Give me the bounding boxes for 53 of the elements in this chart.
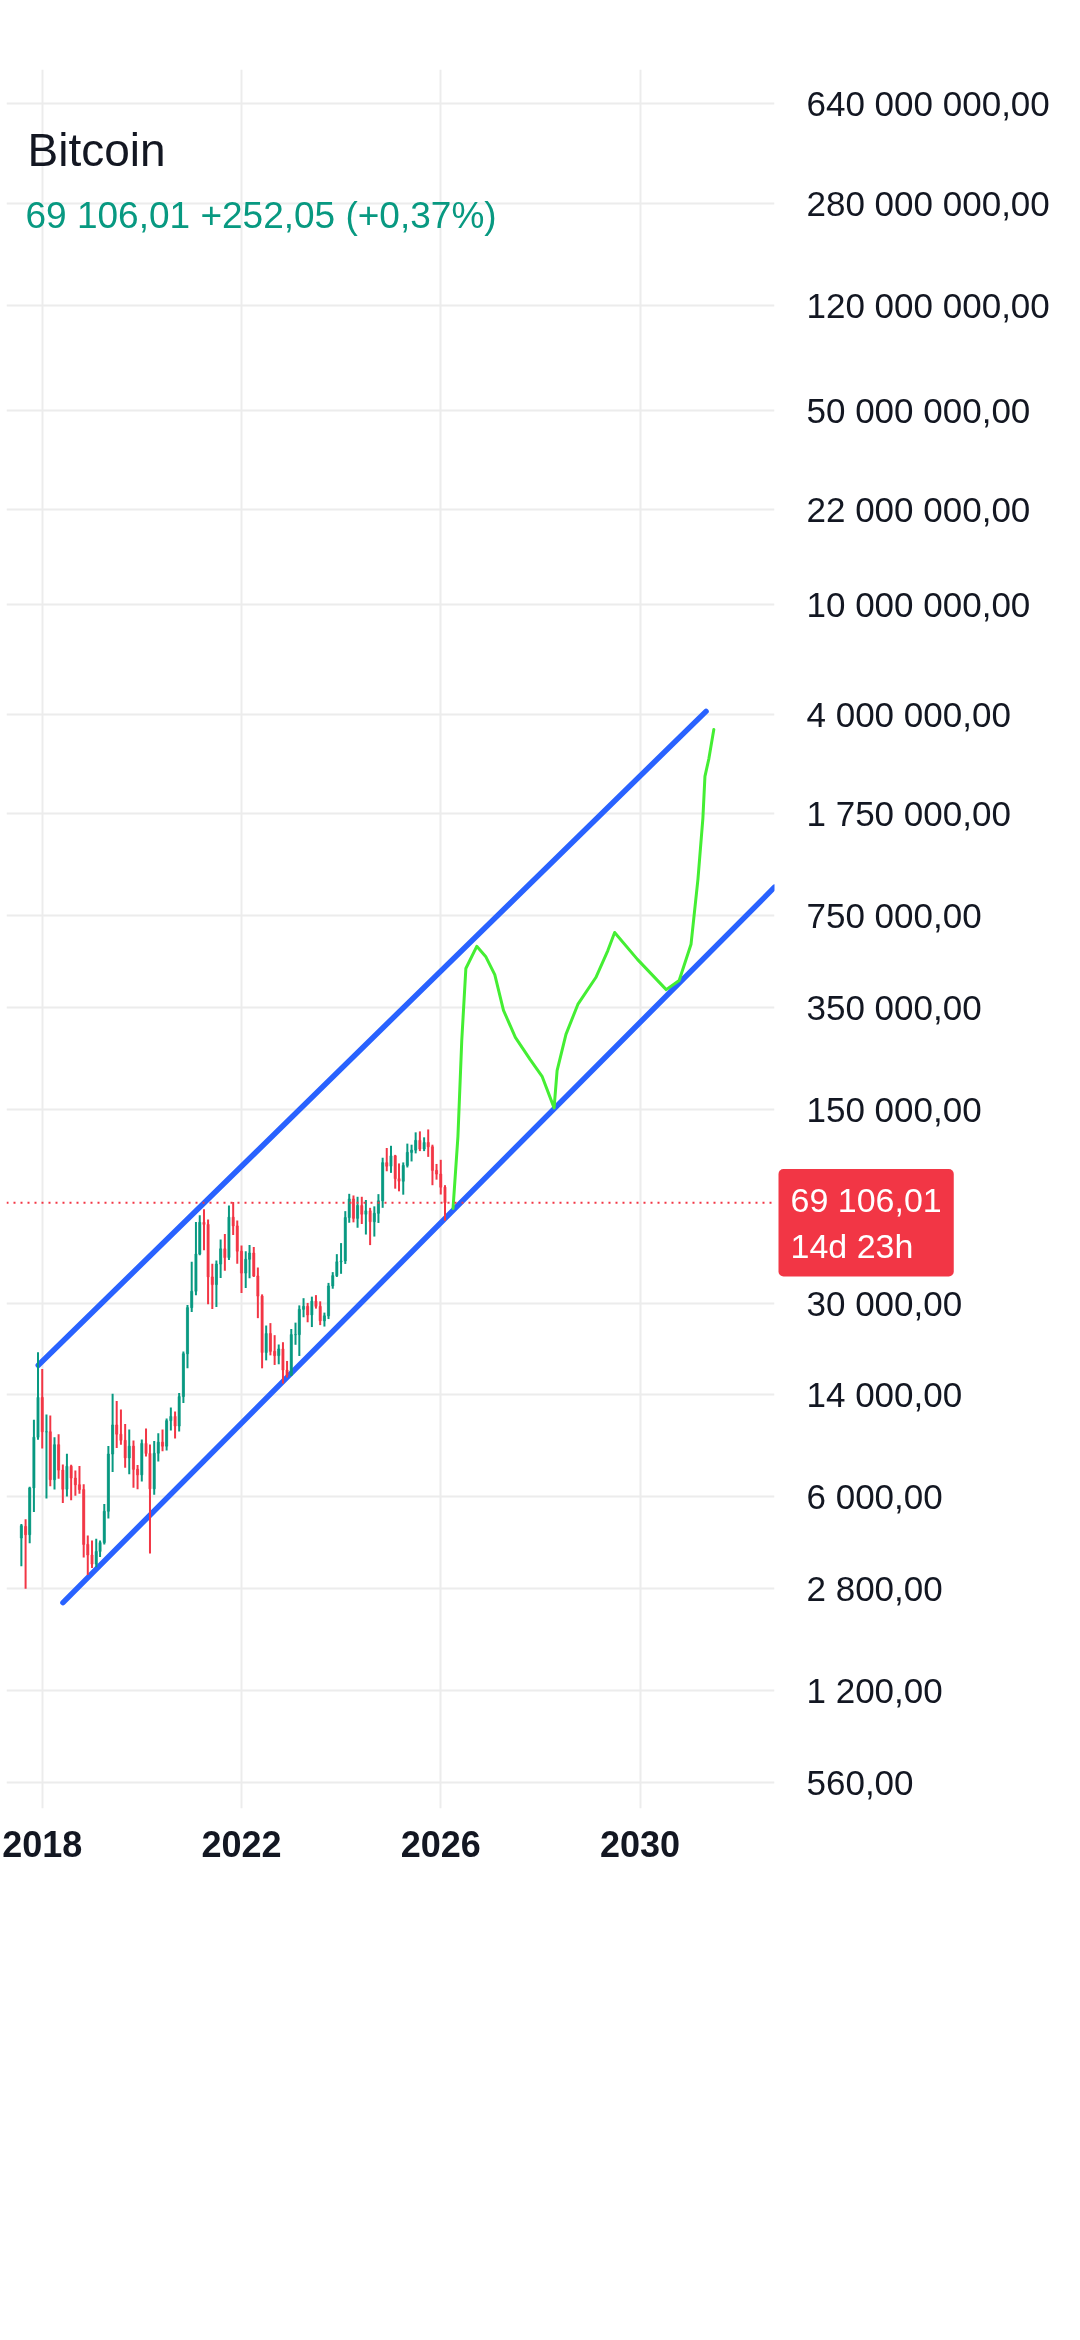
candlestick: [356, 1196, 359, 1228]
candlestick: [393, 1154, 397, 1189]
candlestick: [161, 1429, 164, 1452]
x-tick-label: 2022: [201, 1823, 282, 1865]
x-tick-label: 2026: [400, 1823, 481, 1865]
candlestick: [24, 1519, 27, 1589]
candlestick: [65, 1453, 69, 1497]
candlestick: [132, 1440, 135, 1488]
candlestick: [310, 1296, 314, 1328]
candlestick: [410, 1144, 413, 1162]
y-tick-label: 10 000 000,00: [806, 584, 1031, 624]
candlestick: [19, 1523, 23, 1567]
candlestick: [73, 1470, 77, 1496]
candlestick: [173, 1411, 177, 1439]
y-tick-label: 350 000,00: [806, 988, 982, 1028]
x-tick-label: 2018: [2, 1823, 83, 1865]
y-tick-label: 50 000 000,00: [806, 390, 1031, 430]
candlestick: [281, 1342, 285, 1384]
ref-line-label: 69 106,01 14d 23h: [790, 1180, 942, 1265]
y-tick-label: 560,00: [806, 1762, 914, 1802]
y-tick-label: 6 000,00: [806, 1477, 943, 1517]
line-series: [451, 727, 716, 1210]
candlestick: [69, 1464, 73, 1501]
candlestick: [385, 1148, 389, 1172]
candlestick: [389, 1145, 393, 1173]
candlestick: [364, 1200, 368, 1235]
y-tick-label: 4 000 000,00: [806, 694, 1011, 734]
y-tick-label: 1 200,00: [806, 1670, 943, 1710]
y-tick-label: 120 000 000,00: [806, 285, 1050, 325]
candlestick: [273, 1335, 277, 1365]
candlestick: [269, 1323, 272, 1356]
candlestick: [244, 1251, 248, 1289]
y-tick-label: 2 800,00: [806, 1569, 943, 1609]
candlestick: [53, 1437, 56, 1490]
y-tick-label: 30 000,00: [806, 1283, 963, 1323]
y-tick-label: 14 000,00: [806, 1375, 963, 1415]
candlestick: [115, 1400, 119, 1448]
y-tick-label: 1 750 000,00: [806, 794, 1011, 834]
candlestick: [264, 1325, 268, 1361]
y-tick-label: 280 000 000,00: [806, 183, 1050, 223]
text: Bitcoin: [27, 123, 166, 176]
y-tick-label: 150 000,00: [806, 1089, 982, 1129]
candlestick: [368, 1207, 372, 1246]
y-tick-label: 750 000,00: [806, 896, 982, 936]
text: 69 106,01 +252,05 (+0,37%): [25, 195, 497, 236]
candlestick: [94, 1538, 98, 1568]
y-tick-label: 640 000 000,00: [806, 84, 1050, 124]
candlestick: [223, 1233, 227, 1271]
x-tick-label: 2030: [599, 1823, 681, 1865]
candlestick: [127, 1429, 131, 1475]
candlestick: [45, 1414, 48, 1499]
y-tick-label: 22 000 000,00: [806, 489, 1031, 529]
candlestick: [165, 1418, 169, 1451]
